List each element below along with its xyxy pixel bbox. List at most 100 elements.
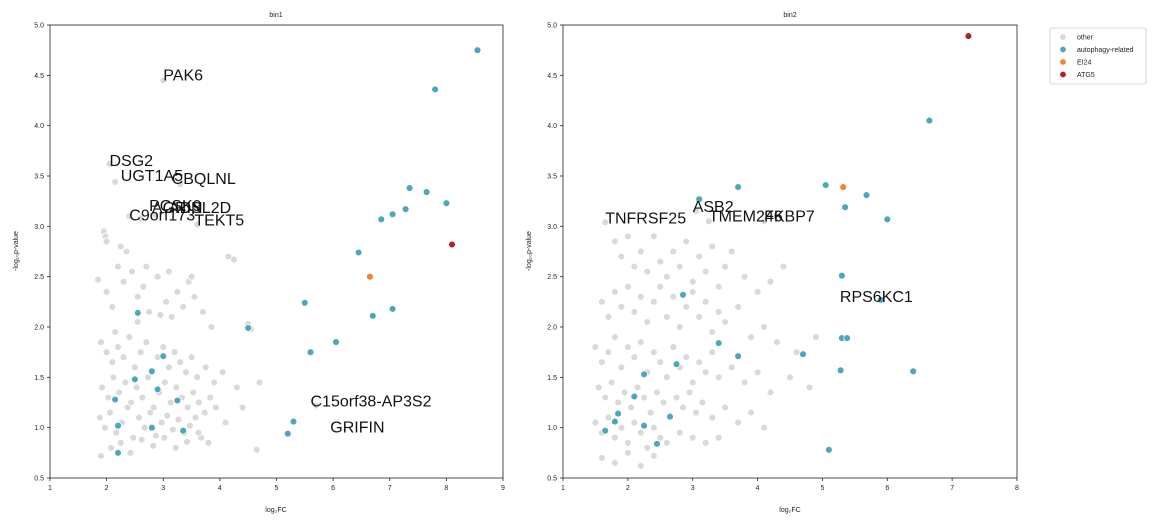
data-point-other	[183, 438, 191, 446]
data-point-other	[108, 303, 117, 311]
y-tick-label: 1.0	[547, 425, 557, 432]
data-point-other	[643, 444, 652, 452]
data-point-other	[630, 353, 639, 361]
data-point-other	[679, 403, 687, 412]
data-point-other	[650, 452, 658, 460]
data-point-other	[624, 343, 632, 351]
x-axis-label: log₂FC	[265, 507, 286, 514]
data-point-other	[734, 303, 742, 311]
data-point-other	[107, 444, 115, 452]
x-axis-label: log₂FC	[779, 507, 800, 514]
data-point-autophagy-related	[473, 46, 482, 54]
data-point-autophagy-related	[148, 423, 156, 432]
data-point-other	[162, 298, 170, 306]
data-point-autophagy-related	[843, 334, 851, 342]
data-point-other	[805, 383, 814, 392]
data-point-other	[121, 378, 130, 387]
data-point-other	[617, 423, 626, 432]
data-point-other	[207, 323, 216, 331]
data-point-other	[650, 298, 658, 306]
gene-label: C15orf38-AP3S2	[311, 394, 432, 411]
data-point-other	[637, 338, 645, 346]
data-point-other	[760, 217, 768, 226]
y-tick-label: 4.5	[34, 73, 44, 80]
data-point-other	[659, 398, 668, 407]
y-tick-label: 1.5	[34, 375, 44, 382]
y-tick-label: 3.5	[547, 174, 557, 181]
y-tick-label: 2.5	[34, 274, 44, 281]
data-point-other	[663, 272, 671, 281]
x-tick-label: 8	[1015, 485, 1019, 492]
data-point-other	[119, 277, 128, 286]
data-point-autophagy-related	[836, 366, 845, 375]
data-point-other	[692, 207, 700, 215]
data-point-other	[617, 363, 626, 372]
data-point-other	[233, 383, 241, 392]
data-point-other	[146, 408, 154, 417]
data-point-other	[187, 353, 196, 361]
data-point-other	[786, 373, 794, 382]
data-point-other	[688, 378, 697, 387]
data-point-atg5	[964, 32, 973, 40]
data-point-other	[105, 160, 114, 168]
data-point-other	[747, 408, 755, 417]
gene-label: ADSL2D	[169, 200, 231, 217]
data-point-other	[171, 444, 180, 452]
data-point-other	[633, 383, 642, 392]
data-point-other	[169, 425, 177, 434]
data-point-other	[695, 358, 703, 366]
data-point-other	[117, 242, 125, 251]
data-point-other	[727, 363, 736, 372]
data-point-autophagy-related	[640, 370, 648, 379]
data-point-other	[238, 403, 247, 412]
data-point-other	[611, 333, 619, 341]
data-point-other	[753, 368, 762, 377]
data-point-other	[102, 348, 111, 356]
data-point-other	[688, 277, 697, 286]
data-point-other	[195, 398, 203, 407]
data-point-other	[675, 323, 684, 331]
data-point-other	[138, 393, 147, 402]
legend-marker	[1059, 33, 1067, 41]
data-point-other	[624, 232, 632, 241]
data-point-autophagy-related	[401, 205, 410, 213]
plot-frame	[562, 24, 1018, 479]
data-point-other	[102, 237, 111, 246]
data-point-autophagy-related	[877, 296, 885, 304]
data-point-autophagy-related	[354, 248, 363, 257]
y-tick-label: 1.5	[547, 375, 557, 382]
data-points	[591, 32, 973, 470]
data-point-other	[714, 282, 723, 291]
data-point-autophagy-related	[289, 417, 298, 426]
legend-label: autophagy-related	[1077, 47, 1134, 54]
data-point-other	[153, 272, 162, 281]
x-tick-label: 4	[756, 485, 760, 492]
data-point-other	[663, 313, 671, 321]
legend-label: EI24	[1077, 60, 1092, 67]
x-tick-label: 5	[820, 485, 824, 492]
data-point-other	[173, 288, 182, 296]
data-point-autophagy-related	[148, 367, 156, 376]
data-point-other	[255, 378, 264, 387]
data-point-autophagy-related	[640, 421, 648, 430]
data-point-other	[117, 439, 125, 447]
x-tick-label: 7	[950, 485, 954, 492]
data-point-other	[104, 393, 113, 402]
data-point-other	[210, 378, 218, 387]
y-tick-label: 1.0	[34, 425, 44, 432]
data-point-other	[701, 267, 710, 276]
x-tick-label: 9	[501, 485, 505, 492]
y-tick-label: 4.5	[547, 73, 557, 80]
data-point-other	[156, 311, 165, 319]
gene-label: TEKT5	[194, 212, 244, 229]
data-point-other	[160, 433, 169, 442]
data-point-autophagy-related	[306, 348, 315, 356]
data-point-other	[688, 288, 697, 296]
data-point-other	[190, 293, 199, 301]
data-point-other	[206, 393, 214, 402]
data-point-other	[624, 439, 632, 447]
data-point-other	[627, 403, 635, 412]
data-point-other	[167, 313, 176, 321]
data-point-other	[740, 272, 749, 281]
